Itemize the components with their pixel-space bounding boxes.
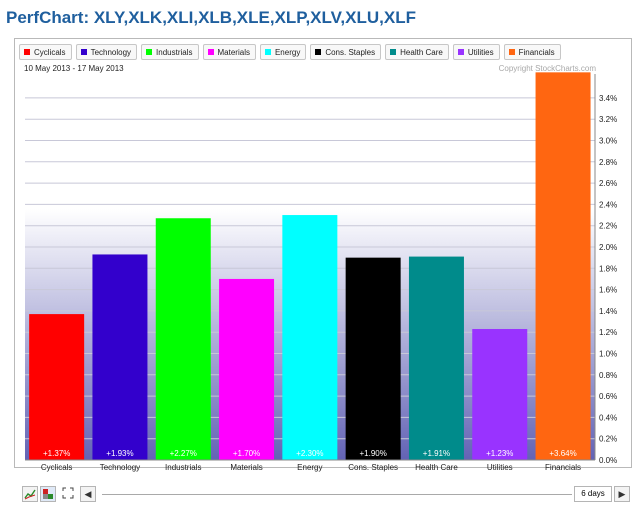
copyright-text: Copyright StockCharts.com	[498, 64, 596, 73]
scroll-left-button[interactable]: ◀	[80, 486, 96, 502]
bar-value-label: +3.64%	[549, 449, 576, 458]
bar-value-label: +1.90%	[359, 449, 386, 458]
y-tick-label: 0.2%	[599, 435, 617, 444]
legend-item-cyclicals[interactable]: Cyclicals	[19, 44, 72, 60]
bar-value-label: +2.27%	[170, 449, 197, 458]
legend-item-materials[interactable]: Materials	[202, 44, 256, 60]
y-tick-label: 0.8%	[599, 371, 617, 380]
bar-value-label: +1.37%	[43, 449, 70, 458]
legend: Cyclicals Technology Industrials Materia…	[19, 44, 561, 60]
legend-label: Energy	[274, 47, 301, 57]
legend-swatch	[390, 49, 397, 55]
scroll-right-button[interactable]: ▶	[614, 486, 630, 502]
y-tick-label: 0.6%	[599, 392, 617, 401]
y-tick-label: 1.2%	[599, 328, 617, 337]
legend-label: Cons. Staples	[325, 47, 376, 57]
period-slider[interactable]	[102, 494, 572, 495]
legend-label: Cyclicals	[34, 47, 66, 57]
legend-swatch	[146, 49, 153, 55]
bars	[29, 72, 591, 460]
y-tick-label: 2.8%	[599, 158, 617, 167]
x-tick-label: Energy	[297, 463, 322, 472]
legend-label: Industrials	[156, 47, 193, 57]
legend-swatch	[80, 49, 87, 55]
legend-swatch	[24, 49, 30, 55]
legend-item-technology[interactable]: Technology	[75, 44, 138, 60]
bar-value-label: +2.30%	[296, 449, 323, 458]
line-chart-icon[interactable]	[22, 486, 38, 502]
bar-technology[interactable]	[92, 254, 148, 460]
legend-item-cons-staples[interactable]: Cons. Staples	[310, 44, 382, 60]
y-tick-label: 2.0%	[599, 243, 617, 252]
bar-utilities[interactable]	[472, 329, 528, 460]
y-tick-label: 3.4%	[599, 94, 617, 103]
bar-value-label: +1.23%	[486, 449, 513, 458]
y-tick-label: 1.0%	[599, 350, 617, 359]
y-tick-label: 0.0%	[599, 456, 617, 465]
legend-item-energy[interactable]: Energy	[259, 44, 307, 60]
bar-health-care[interactable]	[408, 256, 464, 460]
legend-swatch	[315, 49, 322, 55]
legend-label: Materials	[217, 47, 250, 57]
bar-energy[interactable]	[282, 215, 338, 460]
bar-financials[interactable]	[535, 72, 591, 460]
y-tick-label: 1.8%	[599, 264, 617, 273]
y-tick-label: 1.6%	[599, 286, 617, 295]
y-axis-labels: 0.0% 0.2% 0.4% 0.6% 0.8% 1.0% 1.2% 1.4% 1.6% 1.8%…	[599, 94, 617, 465]
x-tick-label: Financials	[545, 463, 581, 472]
legend-item-utilities[interactable]: Utilities	[452, 44, 500, 60]
bar-cons-staples[interactable]	[345, 257, 401, 460]
y-tick-label: 2.6%	[599, 179, 617, 188]
period-selector[interactable]: 6 days	[574, 486, 612, 502]
bar-chart-icon[interactable]	[40, 486, 56, 502]
bar-materials[interactable]	[219, 278, 275, 460]
legend-item-health-care[interactable]: Health Care	[385, 44, 449, 60]
legend-label: Health Care	[400, 47, 443, 57]
legend-swatch	[457, 49, 464, 55]
legend-swatch	[207, 49, 214, 55]
fullscreen-icon[interactable]	[60, 486, 76, 502]
bar-value-label: +1.91%	[423, 449, 450, 458]
x-tick-label: Cyclicals	[41, 463, 73, 472]
chart-toolbar: ◀ 6 days ▶	[22, 486, 630, 504]
y-tick-label: 1.4%	[599, 307, 617, 316]
y-tick-label: 3.2%	[599, 115, 617, 124]
legend-swatch	[508, 49, 515, 55]
y-tick-label: 3.0%	[599, 137, 617, 146]
y-tick-label: 2.2%	[599, 222, 617, 231]
y-tick-label: 2.4%	[599, 200, 617, 209]
bar-cyclicals[interactable]	[29, 314, 85, 460]
x-tick-label: Industrials	[165, 463, 201, 472]
x-tick-label: Utilities	[487, 463, 513, 472]
x-axis-labels: Cyclicals Technology Industrials Materials E…	[41, 463, 581, 472]
legend-swatch	[264, 49, 271, 55]
bar-value-label: +1.93%	[106, 449, 133, 458]
x-tick-label: Technology	[100, 463, 140, 472]
chart-title: PerfChart: XLY,XLK,XLI,XLB,XLE,XLP,XLV,X…	[6, 8, 416, 27]
x-tick-label: Cons. Staples	[348, 463, 398, 472]
bar-industrials[interactable]	[155, 218, 211, 460]
legend-label: Technology	[90, 47, 132, 57]
bar-value-label: +1.70%	[233, 449, 260, 458]
legend-item-financials[interactable]: Financials	[503, 44, 561, 60]
x-tick-label: Materials	[230, 463, 262, 472]
legend-label: Financials	[518, 47, 555, 57]
legend-label: Utilities	[467, 47, 494, 57]
data-labels: +1.37% +1.93% +2.27% +1.70% +2.30% +1.90% +1.9…	[43, 449, 577, 458]
x-tick-label: Health Care	[415, 463, 458, 472]
y-tick-label: 0.4%	[599, 413, 617, 422]
date-range: 10 May 2013 - 17 May 2013	[24, 64, 124, 73]
legend-item-industrials[interactable]: Industrials	[141, 44, 199, 60]
